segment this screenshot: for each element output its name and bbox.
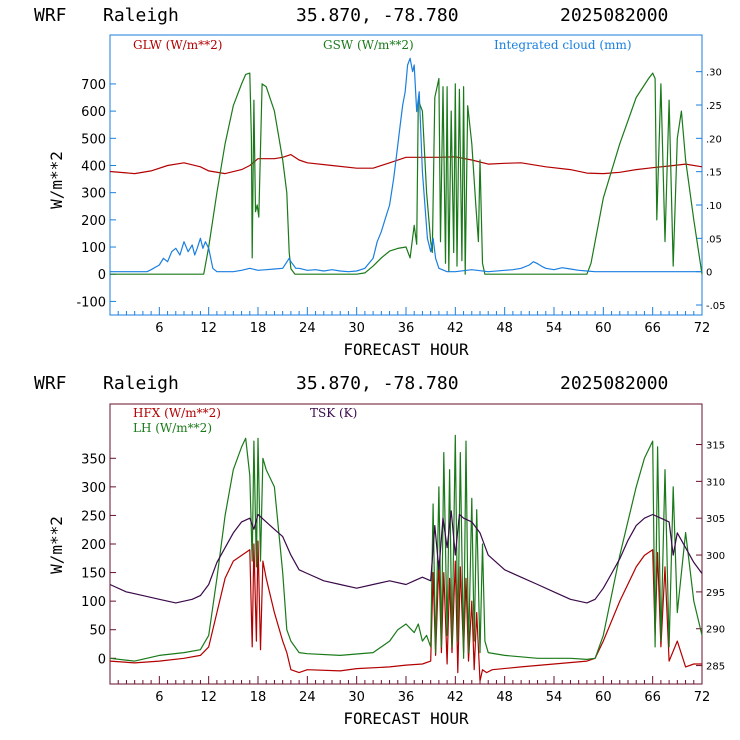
y-tick-label: 500: [81, 132, 106, 147]
y-tick-label: 350: [81, 452, 106, 467]
y-tick-label: 150: [81, 567, 106, 582]
top-panel: WRF Raleigh 35.870, -78.780 2025082000 G…: [34, 5, 726, 359]
y2-tick-label: -.05: [706, 301, 726, 312]
top-header-city: Raleigh: [103, 5, 179, 26]
bottom-header-city: Raleigh: [103, 373, 179, 394]
lh-series-line: [109, 434, 703, 662]
x-tick-label: 66: [644, 321, 661, 336]
x-tick-label: 42: [447, 690, 464, 705]
glw-series-line: [109, 154, 703, 175]
bottom-legend-tsk: TSK (K): [310, 406, 357, 420]
y2-tick-label: 295: [706, 588, 725, 599]
bottom-plot-frame: [109, 403, 703, 685]
top-x-axis-ticks: 6 12 18 24 30 36 42 48 54 60 66 72: [117, 307, 711, 336]
top-y-axis-ticks: -100 0 100 200 300 400 500 600 700: [76, 78, 116, 310]
x-tick-label: 24: [299, 321, 316, 336]
x-tick-label: 72: [694, 321, 711, 336]
y-tick-label: 100: [81, 241, 106, 256]
y2-tick-label: 0: [706, 268, 712, 279]
top-series-group: [109, 57, 703, 275]
y2-tick-label: .10: [706, 201, 722, 212]
y-tick-label: -100: [76, 295, 106, 310]
x-tick-label: 6: [155, 321, 163, 336]
y-tick-label: 700: [81, 78, 106, 93]
hfx-series-line: [109, 540, 702, 682]
x-tick-label: 18: [250, 321, 267, 336]
y2-tick-label: 305: [706, 514, 725, 525]
x-tick-label: 12: [200, 321, 217, 336]
y2-tick-label: 310: [706, 477, 725, 488]
x-tick-label: 36: [398, 690, 415, 705]
y-tick-label: 100: [81, 595, 106, 610]
bottom-header-init: 2025082000: [560, 373, 668, 394]
bottom-y-axis-label: W/m**2: [47, 516, 66, 574]
x-tick-label: 30: [348, 690, 365, 705]
x-tick-label: 60: [595, 321, 612, 336]
top-x-axis-label: FORECAST HOUR: [343, 340, 469, 359]
y-tick-label: 200: [81, 214, 106, 229]
bottom-series-group: [109, 434, 703, 682]
y-tick-label: 250: [81, 509, 106, 524]
bottom-legend-lh: LH (W/m**2): [133, 421, 212, 435]
top-legend-cloud: Integrated cloud (mm): [494, 38, 632, 52]
y2-tick-label: .30: [706, 68, 722, 79]
y2-tick-label: .20: [706, 134, 722, 145]
y2-tick-label: 285: [706, 662, 725, 673]
bottom-header-coords: 35.870, -78.780: [296, 373, 459, 394]
x-tick-label: 12: [200, 690, 217, 705]
x-tick-label: 54: [546, 321, 563, 336]
bottom-x-axis-label: FORECAST HOUR: [343, 709, 469, 728]
y-tick-label: 600: [81, 105, 106, 120]
x-tick-label: 48: [496, 690, 513, 705]
x-tick-label: 60: [595, 690, 612, 705]
x-tick-label: 72: [694, 690, 711, 705]
y-tick-label: 300: [81, 481, 106, 496]
top-y2-axis-ticks: -.05 0 .05 .10 .15 .20 .25 .30: [696, 68, 726, 312]
top-legend-glw: GLW (W/m**2): [133, 38, 222, 52]
x-tick-label: 36: [398, 321, 415, 336]
tsk-series-line: [109, 510, 703, 604]
x-tick-label: 48: [496, 321, 513, 336]
x-tick-label: 6: [155, 690, 163, 705]
cloud-series-line: [110, 57, 702, 273]
y2-tick-label: 290: [706, 625, 725, 636]
top-header-init: 2025082000: [560, 5, 668, 26]
y2-tick-label: 300: [706, 551, 725, 562]
top-header-model: WRF: [34, 5, 67, 26]
bottom-legend-hfx: HFX (W/m**2): [133, 406, 221, 420]
x-tick-label: 54: [546, 690, 563, 705]
x-tick-label: 42: [447, 321, 464, 336]
y-tick-label: 200: [81, 538, 106, 553]
y2-tick-label: .25: [706, 101, 722, 112]
y-tick-label: 0: [98, 652, 106, 667]
bottom-y-axis-ticks: 0 50 100 150 200 250 300 350: [81, 452, 116, 667]
gsw-series-line: [110, 72, 703, 275]
y2-tick-label: 315: [706, 441, 725, 452]
bottom-x-axis-ticks: 6 12 18 24 30 36 42 48 54 60 66 72: [117, 676, 711, 705]
x-tick-label: 24: [299, 690, 316, 705]
top-y-axis-label: W/m**2: [47, 151, 66, 209]
y-tick-label: 50: [89, 624, 106, 639]
bottom-panel: WRF Raleigh 35.870, -78.780 2025082000 H…: [34, 373, 725, 728]
x-tick-label: 30: [348, 321, 365, 336]
y2-tick-label: .05: [706, 234, 722, 245]
bottom-y2-axis-ticks: 285 290 295 300 305 310 315: [696, 441, 725, 673]
y-tick-label: 400: [81, 159, 106, 174]
top-header-coords: 35.870, -78.780: [296, 5, 459, 26]
y-tick-label: 0: [98, 268, 106, 283]
x-tick-label: 66: [644, 690, 661, 705]
bottom-header-model: WRF: [34, 373, 67, 394]
top-legend-gsw: GSW (W/m**2): [323, 38, 414, 52]
y2-tick-label: .15: [706, 168, 722, 179]
y-tick-label: 300: [81, 187, 106, 202]
x-tick-label: 18: [250, 690, 267, 705]
